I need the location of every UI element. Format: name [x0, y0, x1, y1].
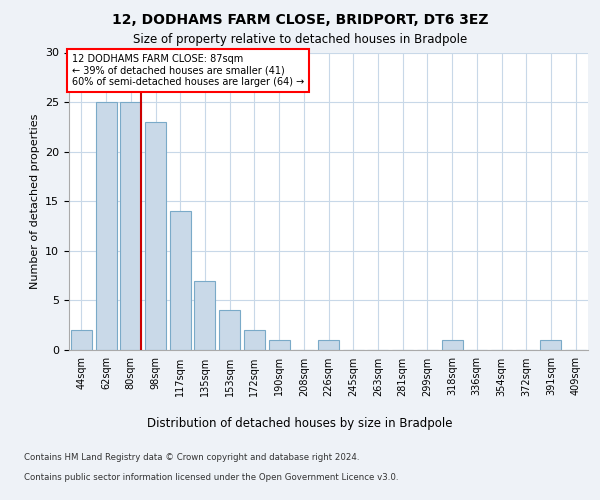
Text: Size of property relative to detached houses in Bradpole: Size of property relative to detached ho…: [133, 32, 467, 46]
Text: Distribution of detached houses by size in Bradpole: Distribution of detached houses by size …: [147, 418, 453, 430]
Bar: [194, 280, 215, 350]
Text: 12 DODHAMS FARM CLOSE: 87sqm
← 39% of detached houses are smaller (41)
60% of se: 12 DODHAMS FARM CLOSE: 87sqm ← 39% of de…: [71, 54, 304, 87]
Text: Contains public sector information licensed under the Open Government Licence v3: Contains public sector information licen…: [24, 472, 398, 482]
Bar: [71, 330, 92, 350]
Text: Contains HM Land Registry data © Crown copyright and database right 2024.: Contains HM Land Registry data © Crown c…: [24, 452, 359, 462]
Y-axis label: Number of detached properties: Number of detached properties: [29, 114, 40, 289]
Text: 12, DODHAMS FARM CLOSE, BRIDPORT, DT6 3EZ: 12, DODHAMS FARM CLOSE, BRIDPORT, DT6 3E…: [112, 12, 488, 26]
Bar: [219, 310, 240, 350]
Bar: [145, 122, 166, 350]
Bar: [120, 102, 141, 350]
Bar: [244, 330, 265, 350]
Bar: [442, 340, 463, 350]
Bar: [541, 340, 562, 350]
Bar: [269, 340, 290, 350]
Bar: [170, 211, 191, 350]
Bar: [95, 102, 116, 350]
Bar: [318, 340, 339, 350]
